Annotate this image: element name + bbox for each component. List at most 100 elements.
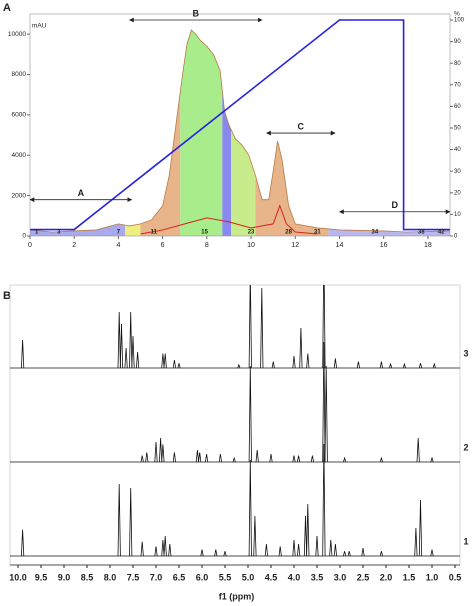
peak — [343, 551, 347, 557]
fraction-label: 7 — [117, 230, 121, 236]
peak — [131, 335, 135, 369]
peak — [343, 456, 347, 463]
x-axis-label: f1 (ppm) — [219, 591, 255, 601]
fraction-label: 23 — [248, 230, 255, 236]
peak — [117, 483, 121, 557]
x-tick-label: 8.5 — [81, 572, 94, 582]
peak — [117, 311, 121, 369]
x-tick-label: 4.0 — [288, 572, 301, 582]
peak — [232, 456, 236, 463]
fraction-label: 11 — [151, 230, 158, 236]
plot-frame — [9, 284, 461, 566]
x-tick-label: 5.0 — [242, 572, 255, 582]
peak — [379, 551, 383, 557]
peak — [248, 285, 252, 369]
peak — [292, 355, 296, 369]
y-axis-label: mAU — [32, 23, 47, 30]
y2-tick-label: 0 — [454, 234, 458, 240]
peak — [430, 549, 434, 557]
peak — [310, 455, 314, 463]
peak — [200, 549, 204, 557]
trace-label: 2 — [463, 442, 468, 452]
y2-tick-label: 50 — [454, 126, 461, 132]
x-tick-label: 3.0 — [334, 572, 347, 582]
peak — [223, 551, 227, 557]
y2-tick-label: 40 — [454, 147, 461, 153]
peak — [322, 341, 326, 463]
fraction-label: 15 — [201, 230, 208, 236]
fraction-fill — [231, 129, 256, 236]
peak — [159, 437, 163, 463]
peak — [322, 285, 326, 369]
fraction-fill — [255, 141, 329, 236]
peak — [324, 365, 328, 463]
panel-label: A — [3, 2, 11, 14]
fraction-label: 31 — [314, 230, 321, 236]
plot-frame — [29, 13, 451, 237]
peak — [322, 443, 326, 557]
peak — [432, 362, 436, 369]
x-tick-label: 16 — [380, 242, 388, 249]
peak — [361, 547, 365, 557]
fraction-label: 1 — [35, 230, 39, 236]
signal-trace — [29, 29, 451, 233]
x-tick-label: 6 — [161, 242, 165, 249]
x-tick-label: 8.0 — [104, 572, 117, 582]
fraction-label: 42 — [438, 230, 445, 236]
peak — [168, 543, 172, 557]
peak — [315, 535, 319, 557]
y-tick-label: 6000 — [12, 112, 27, 119]
x-tick-label: 1.5 — [403, 572, 416, 582]
range-label: B — [193, 8, 200, 18]
x-tick-label: 7.0 — [150, 572, 163, 582]
x-tick-label: 5.5 — [219, 572, 232, 582]
y2-tick-label: 70 — [454, 82, 461, 88]
peak — [264, 543, 268, 557]
peak — [253, 515, 257, 557]
fraction-label: 38 — [418, 230, 425, 236]
peak — [172, 452, 176, 463]
peak — [416, 437, 420, 463]
peak — [161, 539, 165, 557]
trace-label: 1 — [463, 536, 468, 546]
peak — [218, 453, 222, 463]
y2-tick-label: 80 — [454, 61, 461, 67]
peak — [306, 503, 310, 557]
peak — [430, 456, 434, 463]
fraction-label: 3 — [57, 230, 61, 236]
peak — [292, 539, 296, 557]
peak — [154, 441, 158, 463]
peak — [129, 311, 133, 369]
y2-tick-label: 10 — [454, 212, 461, 218]
peak — [297, 455, 301, 463]
peak — [198, 452, 202, 463]
peak — [379, 456, 383, 463]
y2-tick-label: 60 — [454, 104, 461, 110]
gradient-line — [30, 19, 450, 231]
peak — [21, 529, 25, 557]
x-tick-label: 14 — [336, 242, 344, 249]
peak — [119, 323, 124, 369]
peak — [333, 543, 337, 557]
y2-axis-label: % — [454, 11, 460, 18]
peak — [237, 363, 241, 369]
fraction-label: 34 — [371, 230, 378, 236]
peak — [163, 535, 167, 557]
peak — [248, 365, 252, 463]
x-tick-label: 4 — [116, 242, 120, 249]
fraction-fill — [125, 223, 141, 236]
x-tick-label: 18 — [424, 242, 432, 249]
x-tick-label: 2.5 — [357, 572, 370, 582]
peak — [145, 452, 149, 463]
peak — [214, 549, 218, 557]
peak — [418, 499, 423, 557]
fraction-fill — [180, 30, 223, 236]
peak — [418, 363, 423, 369]
fraction-label: 28 — [285, 230, 292, 236]
x-tick-label: 10 — [247, 242, 255, 249]
peak — [161, 444, 165, 463]
peak — [356, 361, 360, 369]
trace-label: 3 — [463, 348, 468, 358]
peak — [177, 363, 181, 369]
